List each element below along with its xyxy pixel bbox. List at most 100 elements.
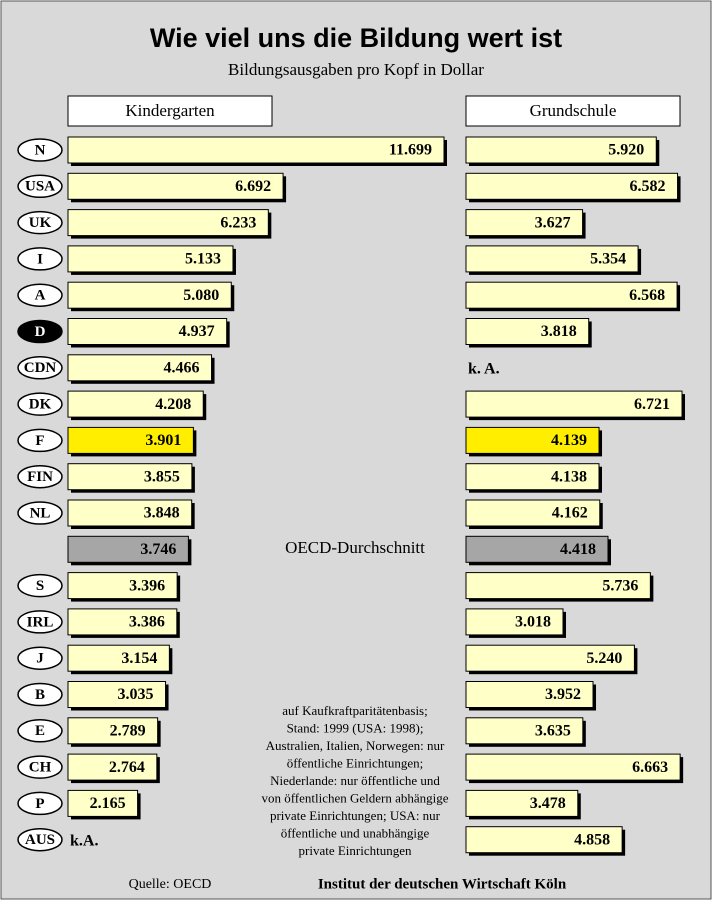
bar bbox=[465, 245, 639, 273]
value-label: 4.162 bbox=[552, 505, 588, 522]
y-tick-label: IRL bbox=[27, 614, 54, 630]
y-tick-label: N bbox=[35, 142, 46, 158]
bar bbox=[67, 318, 228, 345]
average-label: OECD-Durchschnitt bbox=[285, 538, 425, 557]
bar bbox=[67, 426, 194, 454]
bar bbox=[465, 136, 657, 164]
value-label: 6.568 bbox=[629, 287, 665, 304]
country-badge bbox=[17, 755, 63, 779]
country-badge bbox=[17, 428, 63, 453]
country-badge bbox=[17, 283, 63, 307]
bar bbox=[465, 426, 600, 454]
country-badge bbox=[17, 682, 63, 707]
y-tick-label: D bbox=[35, 324, 46, 340]
value-label: 4.208 bbox=[155, 396, 191, 413]
country-badge bbox=[17, 501, 63, 525]
y-tick-label: E bbox=[35, 723, 45, 739]
bar bbox=[465, 281, 678, 309]
note-line: private Einrichtungen bbox=[299, 843, 412, 858]
value-label: 3.818 bbox=[541, 323, 577, 340]
bar bbox=[465, 535, 609, 563]
country-badge bbox=[17, 573, 63, 598]
country-badge bbox=[17, 356, 63, 380]
bar bbox=[465, 172, 679, 200]
value-label: k. A. bbox=[468, 360, 500, 377]
value-label: 5.240 bbox=[586, 650, 622, 667]
value-label: 2.165 bbox=[90, 795, 126, 812]
y-tick-label: NL bbox=[30, 505, 51, 521]
value-label: 3.035 bbox=[118, 686, 154, 703]
bar bbox=[67, 608, 178, 636]
y-tick-label: S bbox=[36, 578, 44, 594]
bar bbox=[465, 318, 590, 345]
bar bbox=[67, 390, 204, 418]
note-line: öffentliche und unabhängige bbox=[281, 825, 430, 840]
value-label: 3.154 bbox=[121, 650, 157, 667]
bar bbox=[67, 245, 234, 273]
country-badge bbox=[17, 827, 63, 852]
value-label: 4.858 bbox=[574, 831, 610, 848]
value-label: 5.920 bbox=[608, 142, 644, 159]
value-label: 3.901 bbox=[145, 432, 181, 449]
chart-title: Wie viel uns die Bildung wert ist bbox=[150, 23, 562, 53]
bar bbox=[465, 499, 601, 527]
bar bbox=[67, 681, 167, 708]
country-badge bbox=[17, 392, 63, 416]
publisher: Institut der deutschen Wirtschaft Köln bbox=[318, 876, 567, 892]
value-label: 5.736 bbox=[602, 577, 638, 594]
note-line: auf Kaufkraftparitätenbasis; bbox=[282, 703, 427, 718]
bar bbox=[67, 535, 189, 563]
y-tick-label: P bbox=[35, 796, 44, 812]
note-line: Niederlande: nur öffentliche und bbox=[270, 773, 440, 788]
y-tick-label: I bbox=[37, 251, 43, 267]
value-label: 4.418 bbox=[560, 541, 596, 558]
bar bbox=[465, 390, 683, 418]
bar bbox=[465, 789, 579, 817]
y-tick-label: USA bbox=[25, 179, 55, 195]
value-label: 3.627 bbox=[535, 214, 571, 231]
country-badge bbox=[17, 210, 63, 235]
bar bbox=[465, 608, 564, 636]
bar bbox=[67, 644, 170, 672]
value-label: 3.018 bbox=[515, 614, 551, 631]
value-label: 6.663 bbox=[632, 759, 668, 776]
bar bbox=[67, 753, 158, 781]
bar bbox=[67, 499, 193, 527]
value-label: 3.952 bbox=[545, 686, 581, 703]
country-badge bbox=[17, 646, 63, 670]
country-badge bbox=[17, 319, 63, 344]
value-label: k.A. bbox=[70, 832, 98, 849]
y-tick-label: CH bbox=[29, 760, 52, 776]
country-badge bbox=[17, 247, 63, 271]
note-line: öffentliche Einrichtungen; bbox=[287, 755, 424, 770]
value-label: 3.396 bbox=[129, 577, 165, 594]
value-label: 6.582 bbox=[630, 178, 666, 195]
bar bbox=[465, 644, 635, 672]
bar bbox=[67, 209, 269, 237]
source: Quelle: OECD bbox=[129, 877, 212, 892]
value-label: 5.133 bbox=[185, 251, 221, 268]
value-label: 3.746 bbox=[140, 541, 176, 558]
bar bbox=[67, 172, 284, 200]
bar bbox=[465, 826, 623, 854]
bar bbox=[67, 572, 178, 600]
panel-header-box bbox=[67, 95, 273, 127]
bar bbox=[67, 281, 232, 309]
value-label: 4.937 bbox=[179, 323, 215, 340]
bar bbox=[67, 354, 213, 382]
y-tick-label: UK bbox=[29, 215, 52, 231]
bar bbox=[67, 717, 159, 745]
legend-label: Grundschule bbox=[530, 101, 617, 120]
value-label: 3.848 bbox=[144, 505, 180, 522]
y-tick-label: CDN bbox=[24, 360, 57, 376]
bar bbox=[465, 463, 600, 491]
value-label: 2.789 bbox=[110, 722, 146, 739]
bar bbox=[67, 789, 139, 817]
bar bbox=[465, 717, 584, 745]
note-line: private Einrichtungen; USA: nur bbox=[270, 808, 441, 823]
country-badge bbox=[17, 138, 63, 162]
value-label: 6.233 bbox=[220, 214, 256, 231]
country-badge bbox=[17, 719, 63, 743]
note-line: Stand: 1999 (USA: 1998); bbox=[287, 720, 424, 735]
